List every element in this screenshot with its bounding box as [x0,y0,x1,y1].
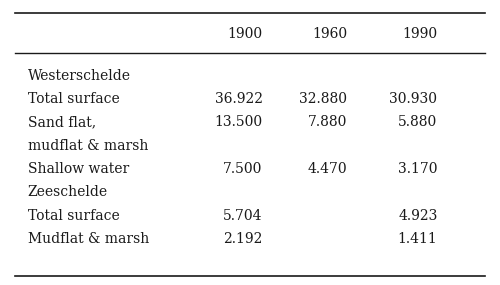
Text: 32.880: 32.880 [300,92,348,106]
Text: Zeeschelde: Zeeschelde [28,185,108,199]
Text: 7.500: 7.500 [223,162,262,176]
Text: Total surface: Total surface [28,209,120,223]
Text: 1960: 1960 [312,27,348,41]
Text: 4.470: 4.470 [308,162,348,176]
Text: Sand flat,: Sand flat, [28,115,96,129]
Text: 5.880: 5.880 [398,115,438,129]
Text: 30.930: 30.930 [390,92,438,106]
Text: 2.192: 2.192 [223,232,262,246]
Text: 1.411: 1.411 [398,232,438,246]
Text: 36.922: 36.922 [214,92,262,106]
Text: 1990: 1990 [402,27,438,41]
Text: 1900: 1900 [228,27,262,41]
Text: Shallow water: Shallow water [28,162,129,176]
Text: Westerschelde: Westerschelde [28,68,130,83]
Text: 13.500: 13.500 [214,115,262,129]
Text: 7.880: 7.880 [308,115,348,129]
Text: 5.704: 5.704 [223,209,262,223]
Text: Total surface: Total surface [28,92,120,106]
Text: 4.923: 4.923 [398,209,438,223]
Text: mudflat & marsh: mudflat & marsh [28,139,148,153]
Text: 3.170: 3.170 [398,162,438,176]
Text: Mudflat & marsh: Mudflat & marsh [28,232,149,246]
